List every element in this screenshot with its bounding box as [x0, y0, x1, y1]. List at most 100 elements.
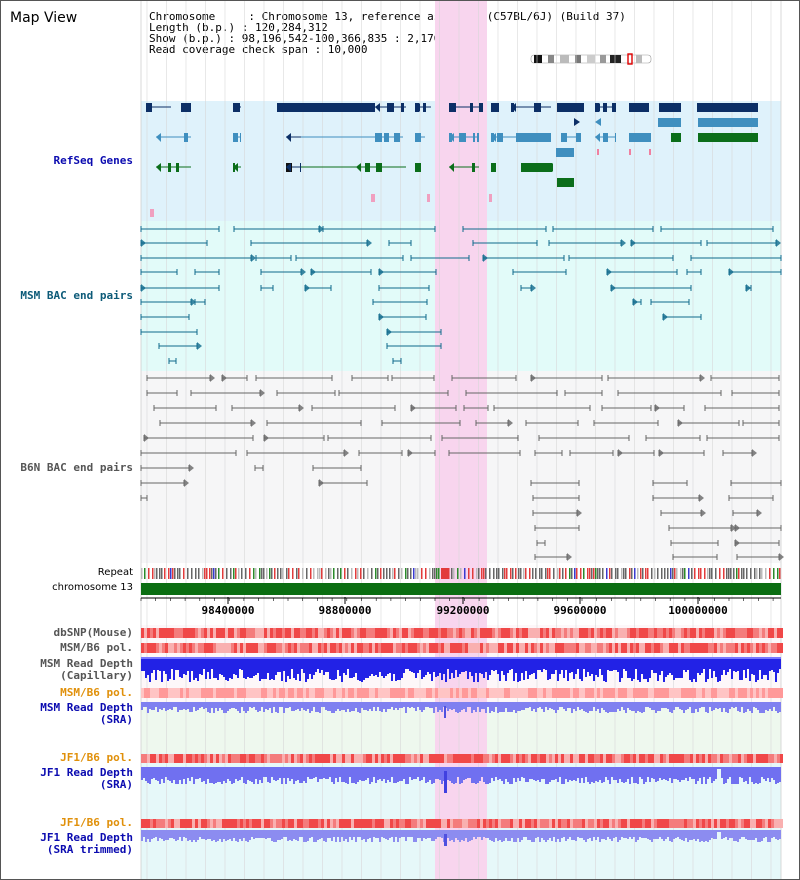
depth-bar [679, 659, 681, 678]
depth-bar [509, 767, 511, 784]
depth-bar [489, 830, 491, 840]
polymorphism-cell [672, 628, 675, 638]
jf1-depth-trimmed-line1: JF1 Read Depth [40, 831, 133, 844]
msm-bac-label[interactable]: MSM BAC end pairs [20, 289, 133, 302]
repeat-element [587, 568, 589, 579]
polymorphism-cell [471, 628, 474, 638]
depth-bar [367, 702, 369, 711]
depth-bar [411, 659, 413, 672]
depth-bar [505, 702, 507, 708]
depth-bar [353, 659, 355, 677]
polymorphism-cell [153, 688, 156, 698]
depth-bar [213, 659, 215, 678]
depth-bar [563, 767, 565, 784]
polymorphism-cell [555, 819, 558, 828]
repeat-element [672, 568, 674, 579]
polymorphism-cell [279, 819, 282, 828]
msm-depth-sra-label[interactable]: MSM Read Depth (SRA) [40, 702, 133, 726]
depth-bar [611, 702, 613, 712]
polymorphism-cell [489, 754, 492, 763]
repeat-element [198, 568, 200, 579]
depth-bar [179, 702, 181, 710]
depth-bar [609, 702, 611, 712]
polymorphism-cell [750, 628, 753, 638]
polymorphism-cell [558, 688, 561, 698]
polymorphism-cell [192, 643, 195, 653]
depth-bar [305, 659, 307, 682]
depth-bar [541, 659, 543, 672]
msm-depth-capillary-label[interactable]: MSM Read Depth (Capillary) [40, 658, 133, 682]
polymorphism-cell [372, 754, 375, 763]
depth-bar [471, 659, 473, 676]
polymorphism-cell [141, 819, 144, 828]
repeat-element [761, 568, 763, 579]
polymorphism-cell [408, 819, 411, 828]
depth-bar [665, 830, 667, 839]
polymorphism-cell [186, 643, 189, 653]
polymorphism-cell [648, 688, 651, 698]
depth-bar [625, 702, 627, 713]
depth-bar [179, 767, 181, 780]
msm-b6-pol-sra-label[interactable]: MSM/B6 pol. [60, 686, 133, 699]
repeat-element [441, 568, 449, 579]
refseq-genes-label[interactable]: RefSeq Genes [53, 154, 133, 167]
dbsnp-label[interactable]: dbSNP(Mouse) [53, 626, 133, 639]
depth-bar [325, 702, 327, 710]
depth-bar [591, 767, 593, 782]
repeat-element [156, 568, 158, 579]
polymorphism-cell [555, 628, 558, 638]
chromosome-ideogram[interactable] [530, 53, 654, 65]
msm-b6-pol-label[interactable]: MSM/B6 pol. [60, 641, 133, 654]
depth-bar [771, 767, 773, 778]
polymorphism-cell [339, 688, 342, 698]
depth-bar [481, 830, 483, 840]
polymorphism-cell [432, 688, 435, 698]
jf1-depth-trimmed-label[interactable]: JF1 Read Depth (SRA trimmed) [40, 832, 133, 856]
depth-bar [469, 767, 471, 778]
polymorphism-cell [474, 643, 477, 653]
polymorphism-cell [759, 643, 762, 653]
depth-bar [307, 767, 309, 777]
depth-bar [377, 830, 379, 838]
depth-bar [145, 767, 147, 781]
jf1-depth-label[interactable]: JF1 Read Depth (SRA) [40, 767, 133, 791]
polymorphism-cell [300, 628, 303, 638]
depth-bar [515, 767, 517, 782]
jf1-b6-pol-label[interactable]: JF1/B6 pol. [60, 751, 133, 764]
depth-bar [737, 830, 739, 842]
depth-bar [577, 702, 579, 707]
polymorphism-cell [750, 688, 753, 698]
depth-bar [651, 702, 653, 710]
polymorphism-cell [516, 643, 519, 653]
repeat-element [277, 568, 279, 579]
b6n-bac-pair-arrow [531, 374, 536, 382]
polymorphism-cell [621, 819, 624, 828]
polymorphism-cell [582, 819, 585, 828]
polymorphism-cell [366, 754, 369, 763]
polymorphism-cell [249, 628, 252, 638]
b6n-bac-label[interactable]: B6N BAC end pairs [20, 461, 133, 474]
polymorphism-cell [255, 688, 258, 698]
polymorphism-cell [645, 688, 648, 698]
polymorphism-cell [699, 754, 702, 763]
depth-bar [263, 830, 265, 838]
polymorphism-cell [153, 819, 156, 828]
jf1-b6-pol-2-label[interactable]: JF1/B6 pol. [60, 816, 133, 829]
polymorphism-cell [522, 688, 525, 698]
depth-bar [529, 659, 531, 675]
polymorphism-cell [618, 754, 621, 763]
depth-bar [289, 659, 291, 679]
polymorphism-cell [675, 754, 678, 763]
polymorphism-cell [765, 688, 768, 698]
gene-block [697, 103, 758, 112]
depth-bar [309, 767, 311, 779]
polymorphism-cell [729, 754, 732, 763]
polymorphism-cell [228, 688, 231, 698]
depth-bar [543, 830, 545, 840]
repeat-element [529, 568, 531, 579]
depth-bar [369, 702, 371, 709]
depth-bar [709, 767, 711, 777]
depth-bar [437, 702, 439, 712]
depth-bar [595, 830, 597, 840]
